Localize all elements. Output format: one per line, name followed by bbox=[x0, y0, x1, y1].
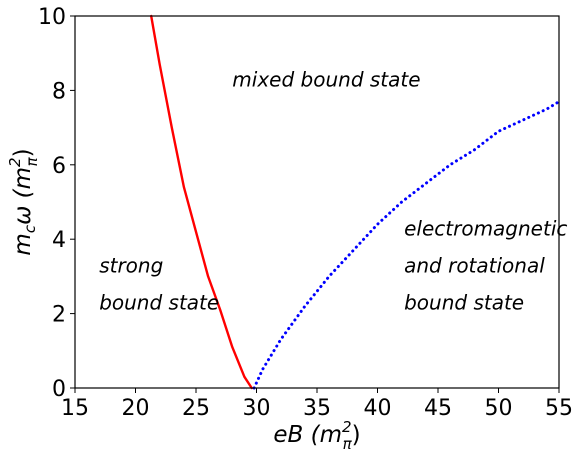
annotation-text: and rotational bbox=[404, 253, 545, 277]
y-tick-label: 6 bbox=[52, 154, 66, 179]
annotations: mixed bound state strong bound state electr… bbox=[99, 68, 567, 315]
x-tick-label: 50 bbox=[485, 396, 513, 421]
plot-frame bbox=[74, 15, 560, 389]
annotation-text: strong bbox=[99, 254, 163, 278]
x-tick-label: 55 bbox=[545, 396, 573, 421]
x-tick-label: 15 bbox=[61, 396, 89, 421]
annotation-text: bound state bbox=[99, 291, 219, 315]
y-tick-label: 8 bbox=[52, 79, 66, 104]
x-tick-label: 45 bbox=[424, 396, 452, 421]
x-tick-label: 25 bbox=[182, 396, 210, 421]
y-tick-label: 10 bbox=[38, 5, 66, 30]
annotation-text: bound state bbox=[404, 290, 524, 314]
series bbox=[149, 14, 561, 390]
x-tick-label: 20 bbox=[122, 396, 150, 421]
y-tick-label: 4 bbox=[52, 228, 66, 253]
x-tick-label: 40 bbox=[364, 396, 392, 421]
y-tick-label: 0 bbox=[52, 377, 66, 402]
ticks: 15 20 25 30 35 40 45 50 55 0 2 4 6 8 10 bbox=[38, 5, 573, 421]
x-tick-label: 30 bbox=[243, 396, 271, 421]
x-axis-label: eB (m2 π) bbox=[273, 418, 360, 450]
series-line-0 bbox=[149, 14, 253, 390]
y-axis-label: mcω (m2π) bbox=[6, 148, 41, 255]
annotation-text: mixed bound state bbox=[232, 68, 420, 92]
series-line-1 bbox=[252, 100, 561, 390]
x-tick-label: 35 bbox=[303, 396, 331, 421]
annotation-text: electromagnetic bbox=[404, 216, 567, 240]
y-tick-label: 2 bbox=[52, 303, 66, 328]
